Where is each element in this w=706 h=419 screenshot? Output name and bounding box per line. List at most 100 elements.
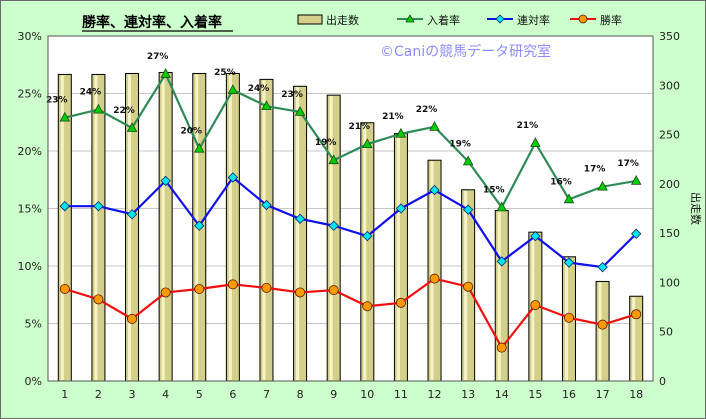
data-label: 16%: [550, 177, 572, 187]
bar-highlight: [430, 161, 434, 380]
point: [261, 199, 272, 211]
y-left-tick-label: 15%: [18, 203, 42, 216]
data-labels: 23% 24% 22% 27% 20% 25% 24% 23% 19% 21% 21% 22% 19% 1…: [46, 52, 639, 195]
bar-highlight: [94, 75, 98, 380]
x-tick-label: 7: [263, 388, 270, 401]
y-right-tick-label: 300: [659, 79, 680, 92]
point: [295, 287, 306, 298]
point: [462, 204, 474, 215]
point: [429, 121, 440, 131]
series-line: [64, 72, 637, 209]
data-label: 15%: [483, 185, 505, 195]
data-label: 23%: [281, 90, 303, 100]
data-label: 22%: [113, 106, 135, 116]
point: [563, 312, 574, 323]
x-tick-label: 10: [360, 388, 374, 401]
point: [496, 256, 507, 267]
point: [630, 175, 642, 185]
point: [631, 228, 642, 239]
point: [193, 142, 205, 153]
x-tick-label: 9: [330, 388, 337, 401]
bar-highlight: [329, 96, 333, 381]
point: [59, 283, 70, 294]
legend-triangle-icon: [405, 14, 415, 23]
point: [362, 301, 373, 312]
y-left-tick-label: 5%: [25, 318, 42, 331]
y-left-tick-label: 20%: [18, 145, 42, 158]
x-tick-label: 13: [461, 388, 475, 401]
legend-entry-top2: 連対率: [517, 13, 550, 27]
y-right-tick-label: 200: [659, 178, 680, 191]
point: [194, 220, 205, 231]
point: [563, 193, 575, 204]
line-series: [59, 68, 642, 353]
y-right-tick-label: 350: [659, 30, 680, 43]
data-label: 17%: [617, 159, 639, 169]
point: [93, 103, 104, 114]
x-tick-label: 8: [297, 388, 304, 401]
data-label: 17%: [584, 165, 606, 175]
bar-highlight: [228, 74, 232, 380]
y-right-tick-label: 150: [659, 227, 680, 240]
bar: [393, 133, 408, 382]
point: [597, 261, 608, 273]
y-right-tick-label: 0: [659, 375, 666, 388]
point: [395, 127, 407, 138]
bar: [91, 73, 106, 382]
data-label: 24%: [248, 84, 270, 94]
x-tick-label: 18: [629, 388, 643, 401]
bar: [595, 280, 610, 382]
bar: [259, 78, 274, 382]
point: [261, 100, 272, 111]
watermark: ©Caniの競馬データ研究室: [380, 43, 551, 60]
bar: [225, 72, 240, 382]
bar-highlight: [363, 123, 367, 380]
grid-lines: [48, 93, 653, 324]
x-tick-label: 16: [562, 388, 576, 401]
axes: 0% 5% 10% 15% 20% 25% 30% 0 50 100 150 200 250 300 350…: [18, 30, 680, 401]
point: [395, 297, 406, 308]
bar: [293, 85, 308, 382]
bar-highlight: [60, 75, 64, 380]
bar: [629, 295, 644, 382]
data-label: 21%: [517, 121, 539, 131]
series-line: [64, 176, 637, 269]
point: [126, 122, 138, 132]
point: [93, 294, 104, 305]
legend-diamond-icon: [495, 14, 505, 24]
point: [194, 283, 205, 294]
series-line: [64, 277, 637, 349]
bar: [360, 122, 375, 382]
point: [294, 106, 306, 116]
point: [261, 282, 272, 293]
y-right-tick-label: 250: [659, 129, 680, 142]
point: [126, 209, 138, 220]
point: [227, 172, 239, 183]
data-label: 24%: [80, 88, 102, 98]
point: [395, 203, 407, 214]
bar-highlight: [128, 74, 132, 380]
point: [429, 273, 440, 284]
point: [160, 175, 171, 187]
data-label: 21%: [349, 122, 371, 132]
bar-highlight: [632, 297, 636, 380]
y-left-tick-label: 10%: [18, 260, 42, 273]
x-tick-label: 11: [394, 388, 408, 401]
data-label: 25%: [214, 68, 236, 78]
chart-title: 勝率、連対率、入着率: [82, 14, 222, 31]
point: [597, 180, 608, 191]
point: [362, 138, 373, 149]
x-tick-label: 14: [495, 388, 509, 401]
point: [463, 281, 474, 292]
x-tick-label: 1: [61, 388, 68, 401]
point: [160, 287, 171, 298]
bar-highlight: [262, 80, 266, 380]
legend-entry-finish: 入着率: [427, 13, 460, 27]
x-tick-label: 12: [428, 388, 442, 401]
y-left-tick-label: 25%: [18, 88, 42, 101]
x-tick-label: 15: [528, 388, 542, 401]
point: [496, 342, 507, 353]
x-tick-label: 4: [162, 388, 169, 401]
bar: [494, 209, 509, 382]
